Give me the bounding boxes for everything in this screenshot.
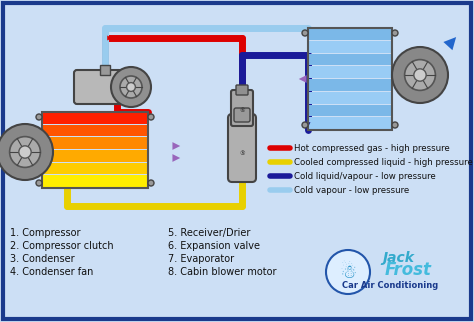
Bar	[308, 66, 392, 78]
FancyBboxPatch shape	[228, 114, 256, 182]
Text: Cooled compressed liquid - high pressure: Cooled compressed liquid - high pressure	[294, 157, 473, 166]
Bar	[308, 92, 392, 103]
Circle shape	[392, 122, 398, 128]
Bar	[42, 175, 148, 187]
Bar	[308, 79, 392, 91]
Text: 7. Evaporator: 7. Evaporator	[168, 254, 234, 264]
Circle shape	[392, 30, 398, 36]
Circle shape	[326, 250, 370, 294]
Circle shape	[36, 114, 42, 120]
Bar	[42, 163, 148, 174]
Text: Hot compressed gas - high pressure: Hot compressed gas - high pressure	[294, 144, 450, 153]
Text: 2. Compressor clutch: 2. Compressor clutch	[10, 241, 114, 251]
Circle shape	[148, 114, 154, 120]
Text: Frost: Frost	[384, 261, 431, 279]
Bar	[42, 112, 148, 188]
Bar	[42, 125, 148, 136]
Bar	[308, 105, 392, 116]
Text: ☃: ☃	[339, 262, 357, 281]
Circle shape	[148, 180, 154, 186]
Circle shape	[302, 30, 308, 36]
Text: Car Air Conditioning: Car Air Conditioning	[342, 280, 438, 289]
Bar	[42, 112, 148, 124]
Text: 8. Cabin blower motor: 8. Cabin blower motor	[168, 267, 276, 277]
FancyBboxPatch shape	[231, 90, 253, 126]
Circle shape	[9, 137, 40, 167]
Bar	[100, 65, 110, 75]
Circle shape	[0, 124, 53, 180]
Text: ⑤: ⑤	[239, 150, 245, 156]
Bar	[308, 117, 392, 129]
Text: Jack: Jack	[382, 251, 414, 265]
Text: Cold vapour - low pressure: Cold vapour - low pressure	[294, 185, 409, 194]
Bar	[308, 41, 392, 52]
Bar	[308, 28, 392, 130]
Text: 5. Receiver/Drier: 5. Receiver/Drier	[168, 228, 250, 238]
Text: Cold liquid/vapour - low pressure: Cold liquid/vapour - low pressure	[294, 172, 436, 181]
Text: 3. Condenser: 3. Condenser	[10, 254, 74, 264]
FancyBboxPatch shape	[236, 85, 248, 95]
Circle shape	[19, 146, 31, 158]
Text: ⑥: ⑥	[239, 108, 245, 112]
Text: 6. Expansion valve: 6. Expansion valve	[168, 241, 260, 251]
Bar	[42, 150, 148, 162]
Circle shape	[127, 83, 136, 91]
Bar	[42, 137, 148, 149]
Circle shape	[392, 47, 448, 103]
Text: 1. Compressor: 1. Compressor	[10, 228, 81, 238]
Circle shape	[120, 76, 142, 98]
FancyBboxPatch shape	[234, 108, 250, 122]
Bar	[308, 28, 392, 40]
Circle shape	[36, 180, 42, 186]
Circle shape	[405, 60, 436, 90]
Circle shape	[302, 122, 308, 128]
Circle shape	[111, 67, 151, 107]
FancyBboxPatch shape	[74, 70, 122, 104]
Text: 4. Condenser fan: 4. Condenser fan	[10, 267, 93, 277]
Bar	[308, 53, 392, 65]
Circle shape	[414, 69, 426, 81]
